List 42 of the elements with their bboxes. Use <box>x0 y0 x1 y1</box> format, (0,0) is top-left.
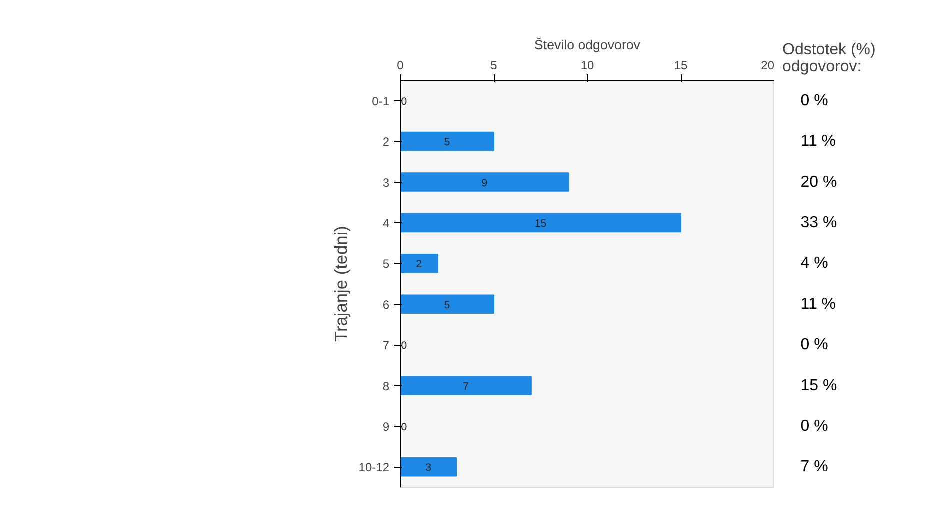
x-tick-label: 20 <box>761 58 775 72</box>
text: 11 % <box>800 296 836 313</box>
y-tick-label: 10-12 <box>358 460 390 475</box>
text: 11 % <box>800 133 836 150</box>
text: 0 % <box>800 418 828 435</box>
y-tick-label: 7 <box>382 338 390 353</box>
data-label: 7 <box>462 380 469 393</box>
y-tick-label: 8 <box>382 379 390 394</box>
text: Odstotek (%) odgovorov: <box>782 42 876 76</box>
x-axis-title: Število odgovorov <box>534 38 641 52</box>
y-tick-label: 4 <box>382 216 390 230</box>
x-tick-label: 0 <box>397 58 404 72</box>
bar <box>400 457 458 477</box>
text: 15 % <box>800 377 838 394</box>
text: 0 % <box>800 92 828 110</box>
data-label: 5 <box>444 136 450 149</box>
bar <box>400 376 532 396</box>
bar <box>400 213 682 233</box>
data-label: 2 <box>416 258 422 271</box>
x-tick-label: 5 <box>490 58 498 72</box>
y-axis-title: Trajanje (tedni) <box>330 226 351 342</box>
text: 7 % <box>800 458 828 476</box>
x-tick-label: 10 <box>580 58 594 72</box>
data-label: 3 <box>426 462 432 474</box>
y-tick-label: 5 <box>382 257 390 272</box>
text: 20 % <box>800 174 838 191</box>
data-label: 15 <box>534 218 547 230</box>
bar <box>400 254 438 274</box>
text: 33 % <box>800 214 838 232</box>
y-tick-label: 2 <box>382 135 390 150</box>
bar <box>400 132 494 152</box>
data-label: 9 <box>482 177 488 190</box>
bar <box>400 294 494 314</box>
data-label: 5 <box>444 299 450 312</box>
y-tick-label: 9 <box>382 420 390 434</box>
x-tick-label: 15 <box>674 58 688 72</box>
text: 4 % <box>800 255 828 272</box>
y-tick-label: 3 <box>382 176 390 190</box>
bar <box>400 172 570 192</box>
y-tick-label: 0-1 <box>372 94 390 108</box>
text: 0 % <box>800 336 828 354</box>
y-tick-label: 6 <box>382 298 390 312</box>
